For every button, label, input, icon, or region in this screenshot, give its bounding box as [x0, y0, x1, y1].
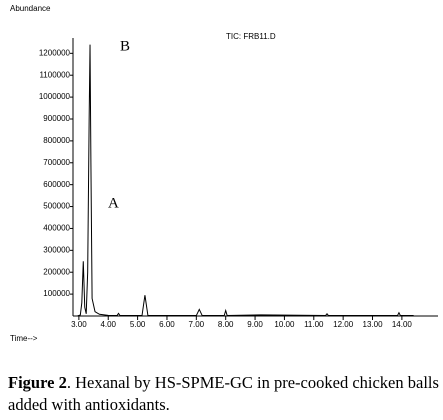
y-tick-label: 1000000 [39, 92, 71, 101]
chart: Abundance TIC: FRB11.D Time--> A B 10000… [10, 4, 438, 343]
x-tick-label: 7.00 [189, 320, 205, 329]
y-tick-label: 800000 [43, 136, 70, 145]
x-tick-label: 4.00 [100, 320, 116, 329]
y-tick-label: 1100000 [39, 70, 70, 79]
y-tick-label: 600000 [43, 180, 70, 189]
x-tick-label: 11.00 [304, 320, 324, 329]
y-tick-label: 200000 [43, 267, 70, 276]
x-tick-label: 9.00 [247, 320, 263, 329]
x-axis-label: Time--> [10, 334, 38, 343]
caption-text: . Hexanal by HS-SPME-GC in pre-cooked ch… [8, 373, 439, 414]
annotation: A [108, 195, 119, 211]
y-tick-label: 700000 [43, 158, 70, 167]
x-tick-label: 3.00 [71, 320, 87, 329]
caption: Figure 2. Hexanal by HS-SPME-GC in pre-c… [8, 372, 440, 416]
y-tick-label: 500000 [43, 202, 70, 211]
x-tick-label: 12.00 [333, 320, 354, 329]
y-tick-label: 1200000 [39, 48, 71, 57]
y-tick-label: 400000 [43, 224, 70, 233]
y-tick-label: 900000 [43, 114, 70, 123]
caption-label: Figure 2 [8, 373, 67, 392]
x-tick-label: 6.00 [159, 320, 175, 329]
annotation: B [120, 38, 130, 54]
x-tick-label: 10.00 [274, 320, 295, 329]
y-tick-label: 300000 [43, 245, 70, 254]
chromatogram-line [77, 44, 414, 317]
y-axis-label: Abundance [10, 4, 51, 13]
y-tick-label: 100000 [43, 289, 70, 298]
x-tick-label: 13.00 [363, 320, 384, 329]
x-tick-label: 8.00 [218, 320, 234, 329]
x-tick-label: 5.00 [130, 320, 146, 329]
x-tick-label: 14.00 [392, 320, 413, 329]
chart-subtitle: TIC: FRB11.D [226, 32, 276, 41]
